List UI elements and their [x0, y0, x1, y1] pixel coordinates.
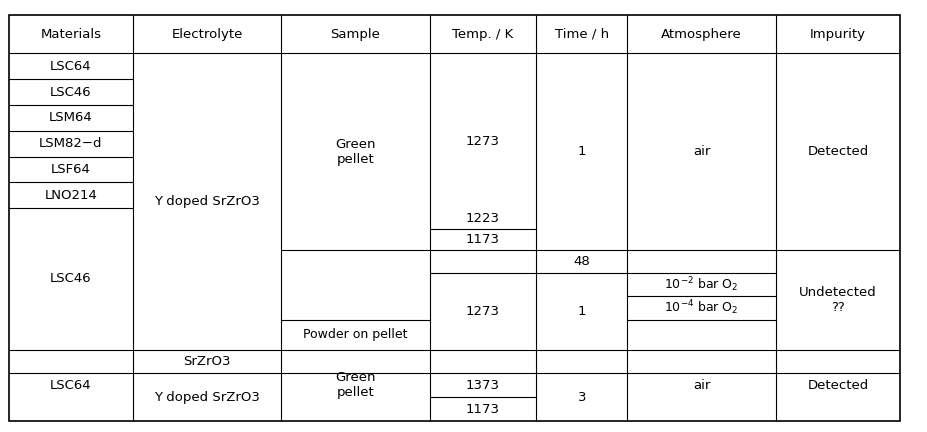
Text: air: air [692, 379, 709, 392]
Text: 48: 48 [573, 255, 590, 268]
Text: Detected: Detected [806, 145, 868, 158]
Text: Green
pellet: Green pellet [335, 137, 375, 165]
Text: Impurity: Impurity [809, 28, 865, 41]
Text: 1223: 1223 [465, 212, 500, 225]
Text: Atmosphere: Atmosphere [660, 28, 742, 41]
Text: Powder on pellet: Powder on pellet [303, 328, 407, 341]
Text: LSC46: LSC46 [50, 86, 92, 98]
Text: LSC64: LSC64 [50, 379, 92, 392]
Text: Temp. / K: Temp. / K [451, 28, 514, 41]
Text: Y doped SrZrO3: Y doped SrZrO3 [154, 391, 260, 403]
Text: $10^{-4}$ bar O$_2$: $10^{-4}$ bar O$_2$ [664, 299, 738, 318]
Text: LSC64: LSC64 [50, 60, 92, 73]
Text: 1: 1 [577, 145, 586, 158]
Text: air: air [692, 145, 709, 158]
Text: Y doped SrZrO3: Y doped SrZrO3 [154, 195, 260, 208]
Text: 1273: 1273 [465, 305, 500, 318]
Text: SrZrO3: SrZrO3 [183, 355, 231, 368]
Text: LSM82−d: LSM82−d [39, 137, 103, 150]
Text: Electrolyte: Electrolyte [171, 28, 242, 41]
Text: 3: 3 [577, 391, 586, 403]
Text: Undetected
??: Undetected ?? [798, 286, 876, 314]
Text: Detected: Detected [806, 379, 868, 392]
Text: LSC46: LSC46 [50, 273, 92, 286]
Text: LSF64: LSF64 [51, 163, 91, 176]
Text: $10^{-2}$ bar O$_2$: $10^{-2}$ bar O$_2$ [664, 275, 738, 294]
Text: Materials: Materials [41, 28, 101, 41]
Text: 1173: 1173 [465, 403, 500, 416]
Text: 1: 1 [577, 305, 586, 318]
Text: Green
pellet: Green pellet [335, 372, 375, 400]
Text: 1373: 1373 [465, 378, 500, 391]
Text: 1173: 1173 [465, 233, 500, 246]
Text: 1273: 1273 [465, 135, 500, 148]
Text: LNO214: LNO214 [44, 189, 97, 202]
Text: Time / h: Time / h [554, 28, 608, 41]
Text: LSM64: LSM64 [49, 111, 93, 124]
Text: Sample: Sample [330, 28, 380, 41]
